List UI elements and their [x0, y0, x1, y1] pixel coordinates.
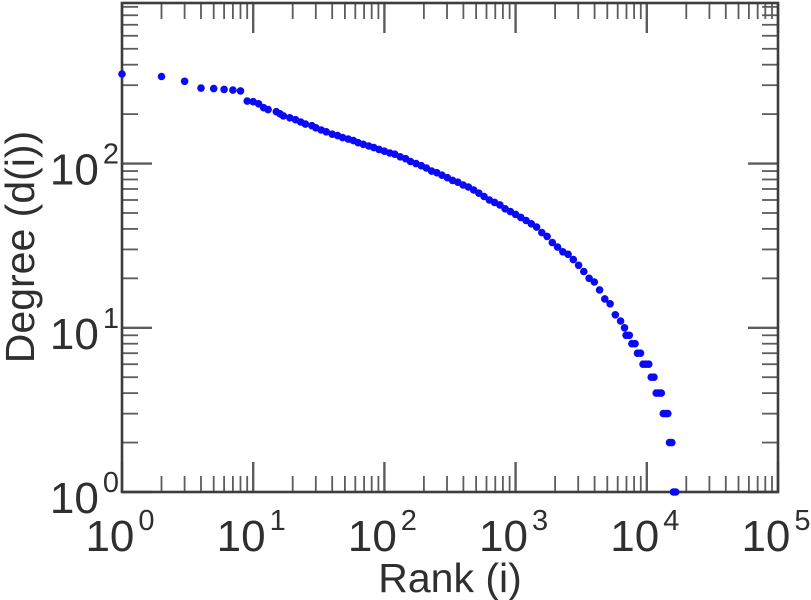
svg-text:102: 10 2 — [50, 139, 119, 195]
plot-frame — [120, 1, 780, 494]
axis-ticks — [120, 3, 780, 494]
svg-text:105: 10 5 — [741, 505, 810, 561]
svg-text:101: 10 1 — [217, 505, 286, 561]
svg-text:103: 10 3 — [479, 505, 548, 561]
x-tick-labels: 10 0 10 1 10 2 10 3 10 4 10 5 — [85, 505, 810, 561]
svg-text:101: 10 1 — [50, 303, 119, 359]
y-axis-label: Degree (d(i)) — [0, 131, 43, 363]
svg-text:104: 10 4 — [610, 505, 679, 561]
svg-text:102: 10 2 — [348, 505, 417, 561]
svg-text:100: 10 0 — [50, 467, 119, 523]
svg-text:100: 10 0 — [85, 505, 154, 561]
x-axis-label: Rank (i) — [378, 555, 522, 600]
data-points — [118, 70, 680, 496]
